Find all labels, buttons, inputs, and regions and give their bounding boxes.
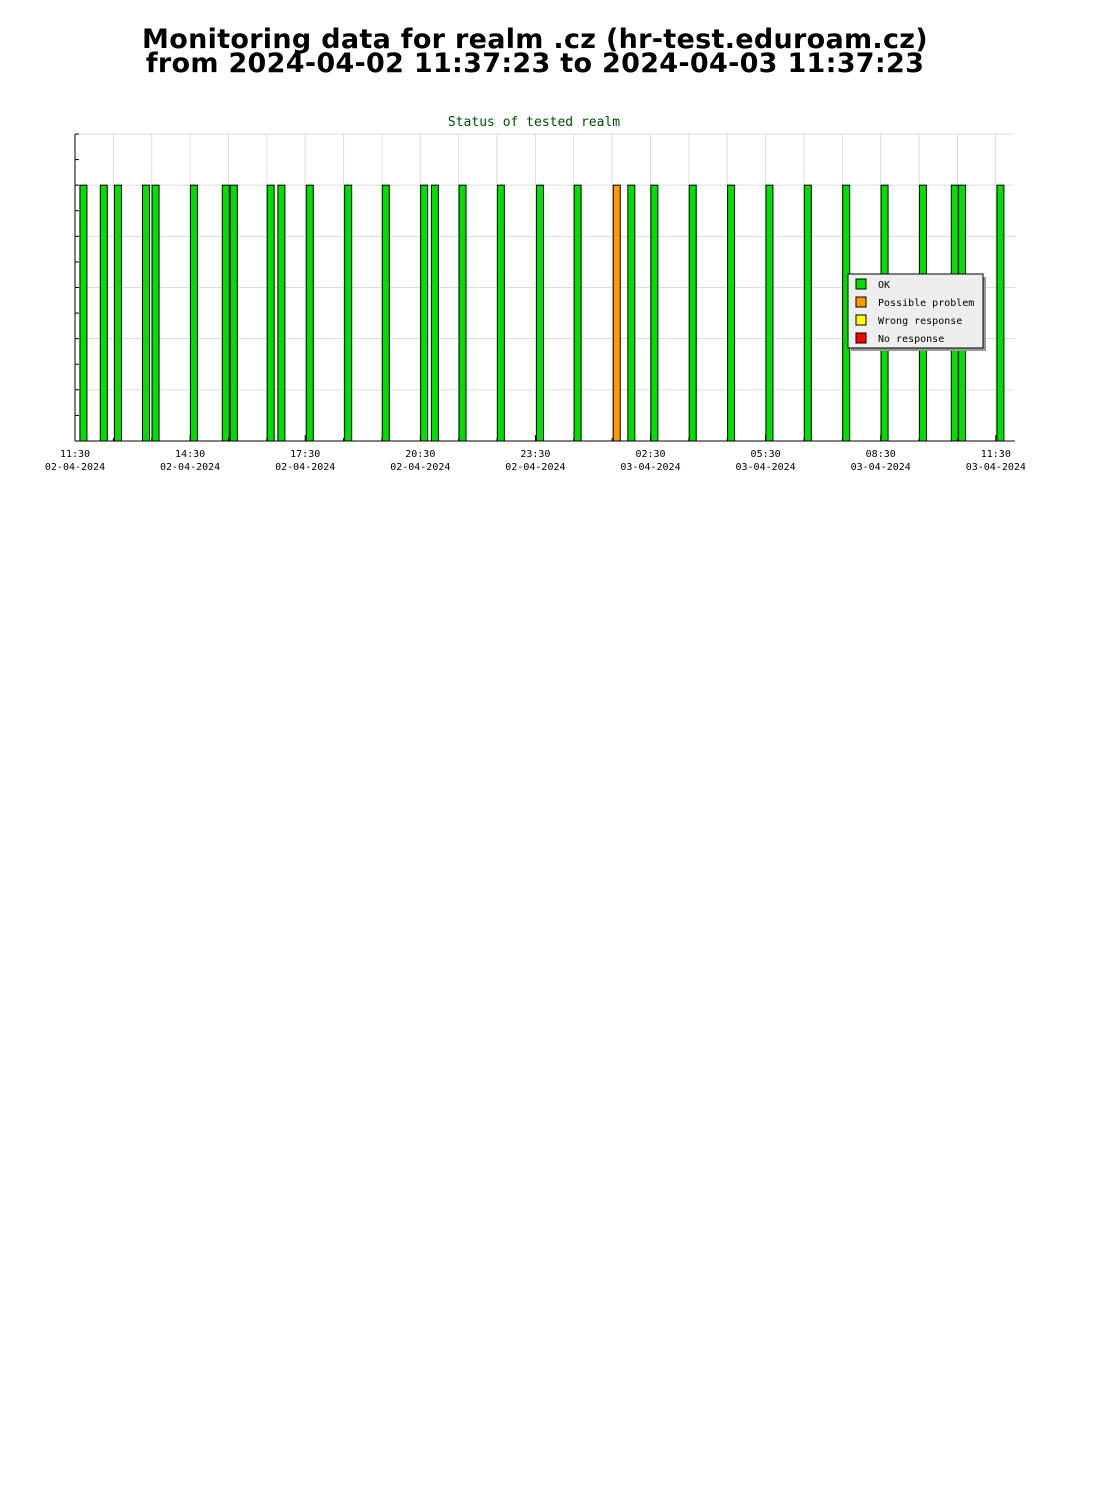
page-title-line-1: Monitoring data for realm .cz (hr-test.e… <box>142 24 928 55</box>
legend-label: No response <box>878 334 944 345</box>
legend-swatch <box>855 278 867 290</box>
bar-ok <box>765 184 774 442</box>
bar-ok <box>573 184 582 442</box>
x-tick-label-date: 02-04-2024 <box>505 462 565 473</box>
bar-ok <box>151 184 160 442</box>
x-axis-labels: 11:30 02-04-2024 14:30 02-04-2024 17:30 02-04… <box>45 449 1026 473</box>
legend-swatch <box>855 332 867 344</box>
bar-ok <box>496 184 505 442</box>
status-chart: Status of tested realm 11:30 02-04-2024 14… <box>45 115 1026 473</box>
x-tick-label-date: 03-04-2024 <box>620 462 680 473</box>
legend-swatch <box>855 296 867 308</box>
x-tick-label-date: 03-04-2024 <box>966 462 1026 473</box>
legend-label: Possible problem <box>878 298 974 309</box>
bar-ok <box>430 184 439 442</box>
bar-ok <box>627 184 636 442</box>
bar-ok <box>727 184 736 442</box>
x-tick-label-time: 23:30 <box>520 449 550 460</box>
x-tick-label-time: 02:30 <box>635 449 665 460</box>
bar-ok <box>221 184 230 442</box>
x-tick-label-date: 02-04-2024 <box>275 462 335 473</box>
x-tick-label-date: 02-04-2024 <box>160 462 220 473</box>
x-tick-label-time: 14:30 <box>175 449 205 460</box>
bar-ok <box>79 184 88 442</box>
x-tick-label-time: 05:30 <box>751 449 781 460</box>
legend-label: Wrong response <box>878 316 962 327</box>
chart-axes <box>74 133 1015 442</box>
legend-swatch <box>855 314 867 326</box>
bar-ok <box>229 184 238 442</box>
x-tick-label-time: 11:30 <box>60 449 90 460</box>
bar-ok <box>996 184 1005 442</box>
x-tick-label-time: 08:30 <box>866 449 896 460</box>
bar-ok <box>99 184 108 442</box>
bar-ok <box>803 184 812 442</box>
x-tick-label-date: 02-04-2024 <box>390 462 450 473</box>
bar-possible-problem <box>612 184 621 442</box>
bar-ok <box>344 184 353 442</box>
bar-ok <box>688 184 697 442</box>
bar-ok <box>420 184 429 442</box>
bar-ok <box>458 184 467 442</box>
legend-box <box>847 273 984 349</box>
page-title-line-2: from 2024-04-02 11:37:23 to 2024-04-03 1… <box>145 48 925 79</box>
x-tick-label-time: 11:30 <box>981 449 1011 460</box>
x-tick-label-time: 20:30 <box>405 449 435 460</box>
bar-ok <box>277 184 286 442</box>
x-tick-label-date: 02-04-2024 <box>45 462 105 473</box>
x-tick-label-date: 03-04-2024 <box>851 462 911 473</box>
chart-title: Status of tested realm <box>448 115 620 130</box>
bar-ok <box>650 184 659 442</box>
bar-ok <box>113 184 122 442</box>
bar-ok <box>381 184 390 442</box>
chart-legend: OK Possible problem Wrong response No respo… <box>847 273 986 351</box>
bar-ok <box>189 184 198 442</box>
bar-ok <box>536 184 545 442</box>
x-tick-label-date: 03-04-2024 <box>736 462 796 473</box>
x-tick-label-time: 17:30 <box>290 449 320 460</box>
bar-ok <box>305 184 314 442</box>
bar-ok <box>141 184 150 442</box>
legend-label: OK <box>878 280 890 291</box>
bar-ok <box>266 184 275 442</box>
